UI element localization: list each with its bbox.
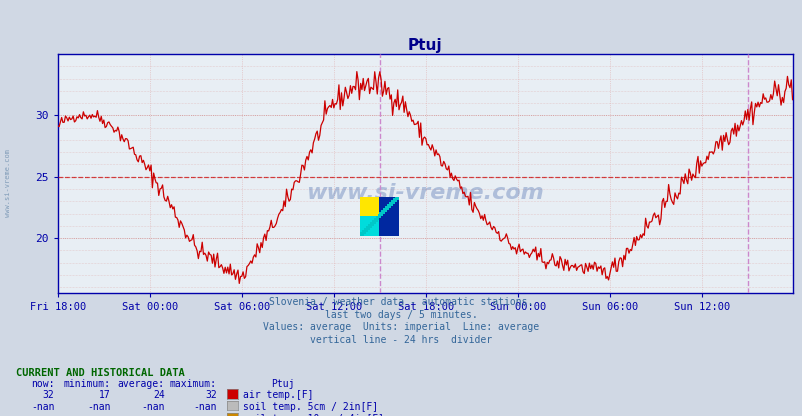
Text: soil temp. 10cm / 4in[F]: soil temp. 10cm / 4in[F]: [242, 414, 383, 416]
Text: Values: average  Units: imperial  Line: average: Values: average Units: imperial Line: av…: [263, 322, 539, 332]
Text: 24: 24: [152, 390, 164, 400]
Text: -nan: -nan: [193, 414, 217, 416]
Text: -nan: -nan: [193, 402, 217, 412]
Text: -nan: -nan: [31, 402, 55, 412]
Text: last two days / 5 minutes.: last two days / 5 minutes.: [325, 310, 477, 320]
Text: Ptuj: Ptuj: [271, 379, 294, 389]
Text: CURRENT AND HISTORICAL DATA: CURRENT AND HISTORICAL DATA: [16, 368, 184, 378]
Text: now:: now:: [31, 379, 55, 389]
Text: -nan: -nan: [87, 402, 111, 412]
Text: 17: 17: [99, 390, 111, 400]
Text: -nan: -nan: [141, 402, 164, 412]
Text: -nan: -nan: [87, 414, 111, 416]
Text: www.si-vreme.com: www.si-vreme.com: [5, 149, 11, 217]
Text: www.si-vreme.com: www.si-vreme.com: [306, 183, 544, 203]
Text: 32: 32: [205, 390, 217, 400]
Text: -nan: -nan: [31, 414, 55, 416]
Text: air temp.[F]: air temp.[F]: [242, 390, 313, 400]
Text: minimum:: minimum:: [63, 379, 111, 389]
Text: maximum:: maximum:: [169, 379, 217, 389]
Text: -nan: -nan: [141, 414, 164, 416]
Text: soil temp. 5cm / 2in[F]: soil temp. 5cm / 2in[F]: [242, 402, 377, 412]
Text: Slovenia / weather data - automatic stations.: Slovenia / weather data - automatic stat…: [269, 297, 533, 307]
Text: 32: 32: [43, 390, 55, 400]
Title: Ptuj: Ptuj: [407, 38, 442, 53]
Text: vertical line - 24 hrs  divider: vertical line - 24 hrs divider: [310, 335, 492, 345]
Text: average:: average:: [117, 379, 164, 389]
